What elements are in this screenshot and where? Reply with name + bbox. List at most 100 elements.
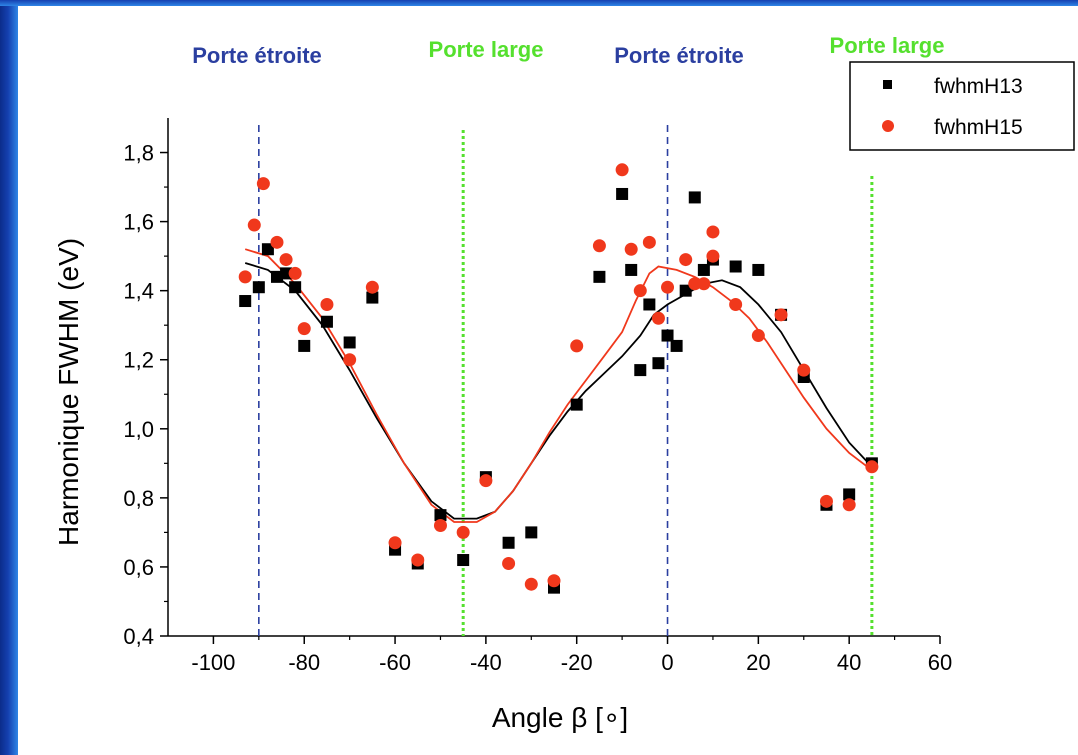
- point-fwhmH15: [433, 518, 447, 532]
- point-fwhmH13: [752, 263, 765, 276]
- slide-top-accent: [0, 0, 1078, 6]
- point-fwhmH15: [238, 270, 252, 284]
- x-tick-label: -20: [561, 650, 593, 675]
- point-fwhmH13: [652, 357, 665, 370]
- chart-axes: [160, 118, 941, 644]
- point-fwhmH15: [706, 249, 720, 263]
- y-tick-label: 0,8: [123, 486, 154, 511]
- point-fwhmH15: [615, 163, 629, 177]
- point-fwhmH15: [479, 474, 493, 488]
- point-fwhmH15: [297, 322, 311, 336]
- gate-label-narrow: Porte étroite: [192, 43, 322, 68]
- point-fwhmH15: [288, 266, 302, 280]
- point-fwhmH15: [547, 574, 561, 588]
- legend-box: [849, 61, 1075, 151]
- x-tick-label: -80: [288, 650, 320, 675]
- point-fwhmH15: [751, 329, 765, 343]
- point-fwhmH15: [633, 284, 647, 298]
- point-fwhmH13: [280, 267, 293, 280]
- point-fwhmH13: [634, 364, 647, 377]
- x-tick-label: 40: [837, 650, 861, 675]
- gate-label-wide: Porte large: [429, 37, 544, 62]
- point-fwhmH15: [642, 235, 656, 249]
- point-fwhmH13: [457, 554, 470, 567]
- point-fwhmH15: [729, 297, 743, 311]
- data-points: [238, 163, 879, 594]
- y-tick-label: 1,0: [123, 417, 154, 442]
- point-fwhmH15: [270, 235, 284, 249]
- point-fwhmH13: [270, 270, 283, 283]
- x-tick-label: 20: [746, 650, 770, 675]
- point-fwhmH15: [411, 553, 425, 567]
- point-fwhmH15: [279, 253, 293, 267]
- legend-label-fwhmH13: fwhmH13: [934, 75, 1023, 98]
- point-fwhmH13: [343, 336, 356, 349]
- point-fwhmH13: [593, 270, 606, 283]
- point-fwhmH15: [679, 253, 693, 267]
- y-tick-label: 1,8: [123, 141, 154, 166]
- y-axis-title: Harmonique FWHM (eV): [53, 238, 84, 546]
- point-fwhmH13: [661, 329, 674, 342]
- gate-label-wide: Porte large: [830, 33, 945, 58]
- point-fwhmH13: [697, 263, 710, 276]
- point-fwhmH15: [502, 556, 516, 570]
- point-fwhmH13: [366, 291, 379, 304]
- x-tick-label: -60: [379, 650, 411, 675]
- gate-labels: Porte étroite Porte large Porte étroite Por…: [192, 33, 944, 68]
- point-fwhmH13: [320, 315, 333, 328]
- point-fwhmH15: [697, 277, 711, 291]
- point-fwhmH13: [679, 284, 692, 297]
- gate-lines: [258, 125, 874, 636]
- point-fwhmH13: [688, 191, 701, 204]
- slide-side-accent: [0, 0, 18, 755]
- point-fwhmH15: [256, 177, 270, 191]
- y-tick-label: 0,6: [123, 555, 154, 580]
- point-fwhmH13: [434, 509, 447, 522]
- point-fwhmH15: [365, 280, 379, 294]
- point-fwhmH15: [774, 308, 788, 322]
- fit-curve-fwhmH13: [244, 262, 873, 520]
- y-tick-label: 1,6: [123, 210, 154, 235]
- y-tick-label: 1,4: [123, 279, 154, 304]
- x-tick-label: -100: [191, 650, 235, 675]
- point-fwhmH13: [525, 526, 538, 539]
- point-fwhmH15: [456, 525, 470, 539]
- legend-marker-fwhmH13: [883, 80, 892, 89]
- legend: fwhmH13 fwhmH15: [849, 61, 1075, 151]
- point-fwhmH13: [670, 339, 683, 352]
- point-fwhmH13: [239, 295, 252, 308]
- fit-curves: [244, 248, 873, 523]
- point-fwhmH13: [298, 339, 311, 352]
- point-fwhmH13: [570, 398, 583, 411]
- point-fwhmH15: [819, 494, 833, 508]
- gate-label-narrow: Porte étroite: [614, 43, 744, 68]
- point-fwhmH15: [388, 536, 402, 550]
- point-fwhmH15: [320, 297, 334, 311]
- y-tick-label: 1,2: [123, 348, 154, 373]
- point-fwhmH15: [247, 218, 261, 232]
- point-fwhmH13: [289, 281, 302, 294]
- point-fwhmH13: [625, 263, 638, 276]
- point-fwhmH15: [706, 225, 720, 239]
- point-fwhmH15: [688, 277, 702, 291]
- x-tick-label: 0: [661, 650, 673, 675]
- point-fwhmH15: [797, 363, 811, 377]
- point-fwhmH13: [643, 298, 656, 311]
- point-fwhmH15: [624, 242, 638, 256]
- point-fwhmH15: [524, 577, 538, 591]
- point-fwhmH13: [616, 187, 629, 200]
- legend-marker-fwhmH15: [882, 120, 894, 132]
- point-fwhmH13: [729, 260, 742, 273]
- point-fwhmH13: [252, 281, 265, 294]
- point-fwhmH15: [842, 498, 856, 512]
- point-fwhmH15: [570, 339, 584, 353]
- point-fwhmH13: [502, 536, 515, 549]
- point-fwhmH15: [343, 353, 357, 367]
- point-fwhmH13: [261, 243, 274, 256]
- fit-curve-fwhmH15: [244, 248, 873, 523]
- point-fwhmH13: [843, 488, 856, 501]
- legend-label-fwhmH15: fwhmH15: [934, 116, 1023, 139]
- point-fwhmH15: [661, 280, 675, 294]
